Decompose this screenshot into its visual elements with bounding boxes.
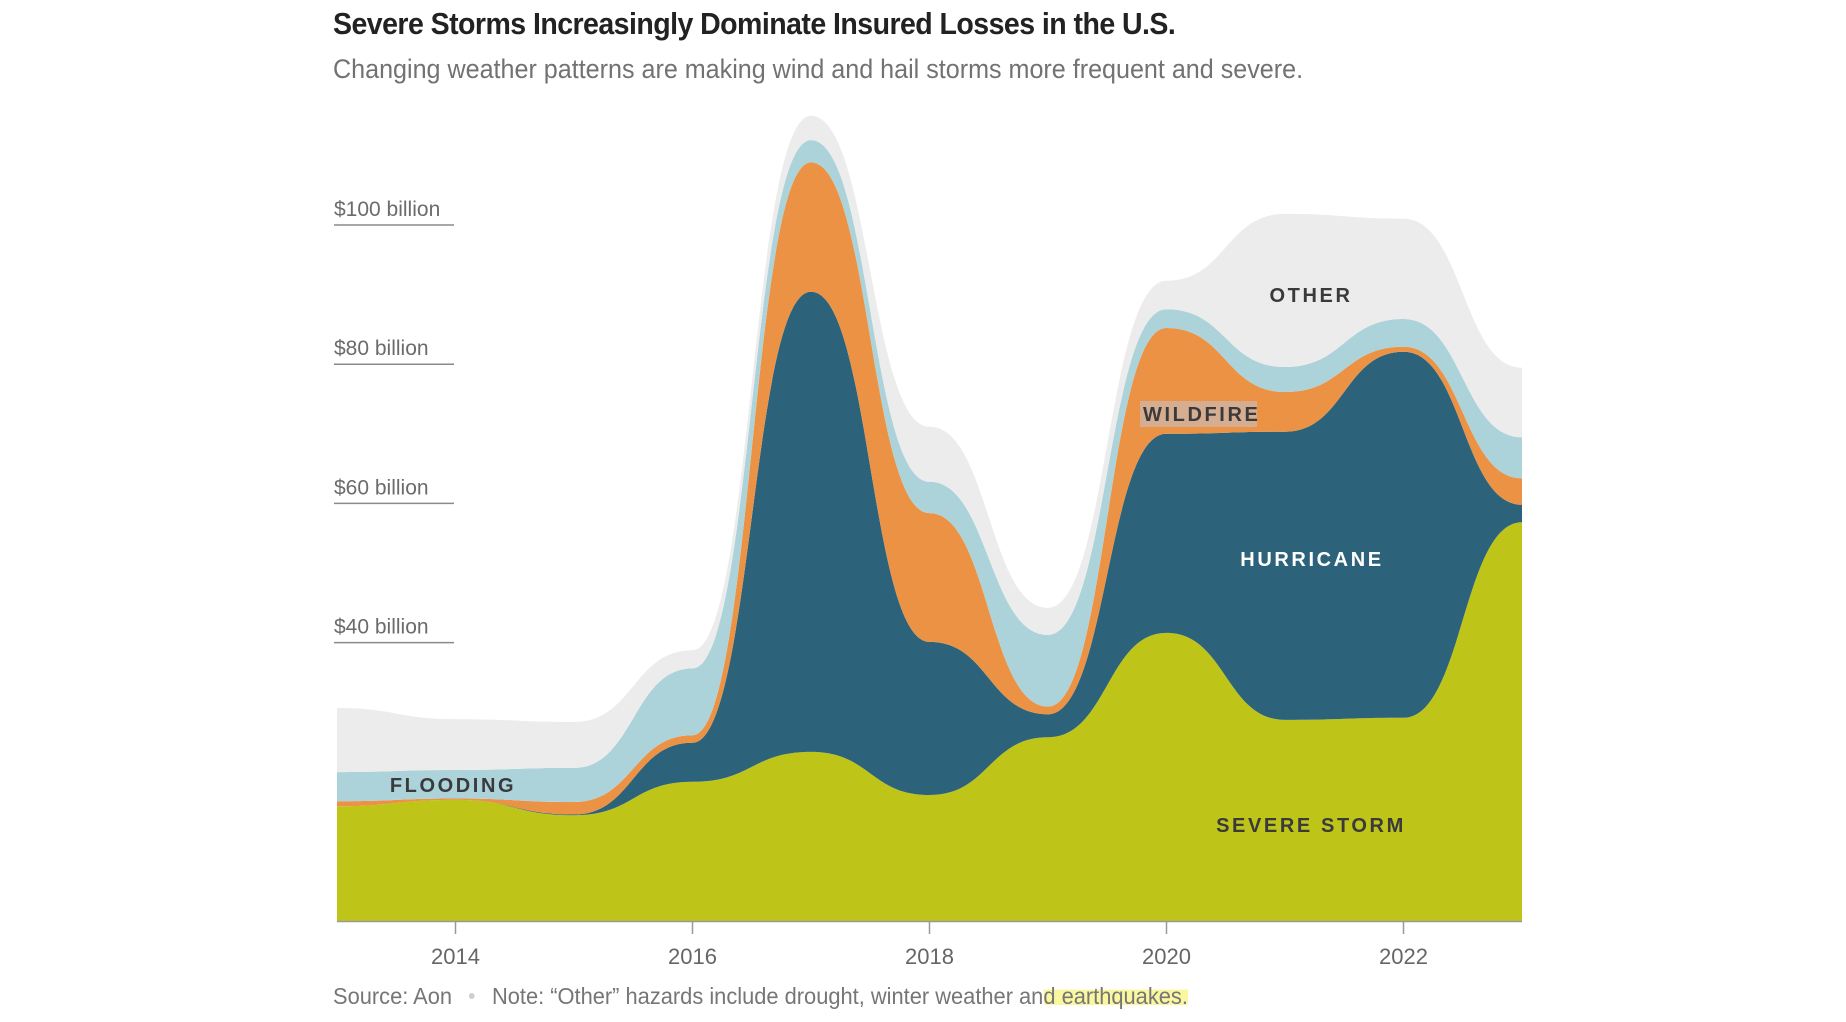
area-labels: OTHER WILDFIRE HURRICANE FLOODING SEVERE… [390, 285, 1406, 837]
label-severe-storm: SEVERE STORM [1216, 815, 1406, 837]
label-flooding: FLOODING [390, 775, 516, 797]
y-tick-label: $40 billion [334, 616, 429, 639]
label-hurricane: HURRICANE [1240, 549, 1383, 571]
x-tick-label: 2020 [1142, 944, 1191, 969]
source-text: Source: Aon [333, 983, 453, 1009]
label-wildfire: WILDFIRE [1143, 404, 1260, 426]
x-axis: 2014 2016 2018 2020 2022 [337, 920, 1522, 969]
chart-subtitle: Changing weather patterns are making win… [333, 54, 1304, 84]
area-other [337, 115, 1522, 773]
chart-title: Severe Storms Increasingly Dominate Insu… [333, 6, 1176, 41]
note-text: Note: “Other” hazards include drought, w… [491, 983, 1044, 1009]
y-tick-label: $80 billion [334, 337, 429, 360]
chart-footer: Source: Aon Note: “Other” hazards include… [333, 983, 1188, 1010]
area-severe-storm [337, 522, 1522, 921]
note-highlight: d earthquakes. [1043, 983, 1188, 1009]
x-tick-label: 2014 [431, 944, 480, 969]
area-hurricane [337, 291, 1522, 816]
y-tick-label: $60 billion [334, 476, 429, 499]
separator-dot [469, 992, 475, 999]
x-tick-label: 2016 [668, 944, 717, 969]
x-tick-label: 2022 [1379, 944, 1428, 969]
label-other: OTHER [1270, 285, 1353, 307]
x-tick-label: 2018 [905, 944, 954, 969]
area-layers [337, 115, 1522, 921]
y-axis: $40 billion $60 billion $80 billion $100 bi… [334, 198, 454, 644]
label-wildfire-background [1140, 401, 1257, 427]
y-tick-label: $100 billion [334, 198, 440, 221]
